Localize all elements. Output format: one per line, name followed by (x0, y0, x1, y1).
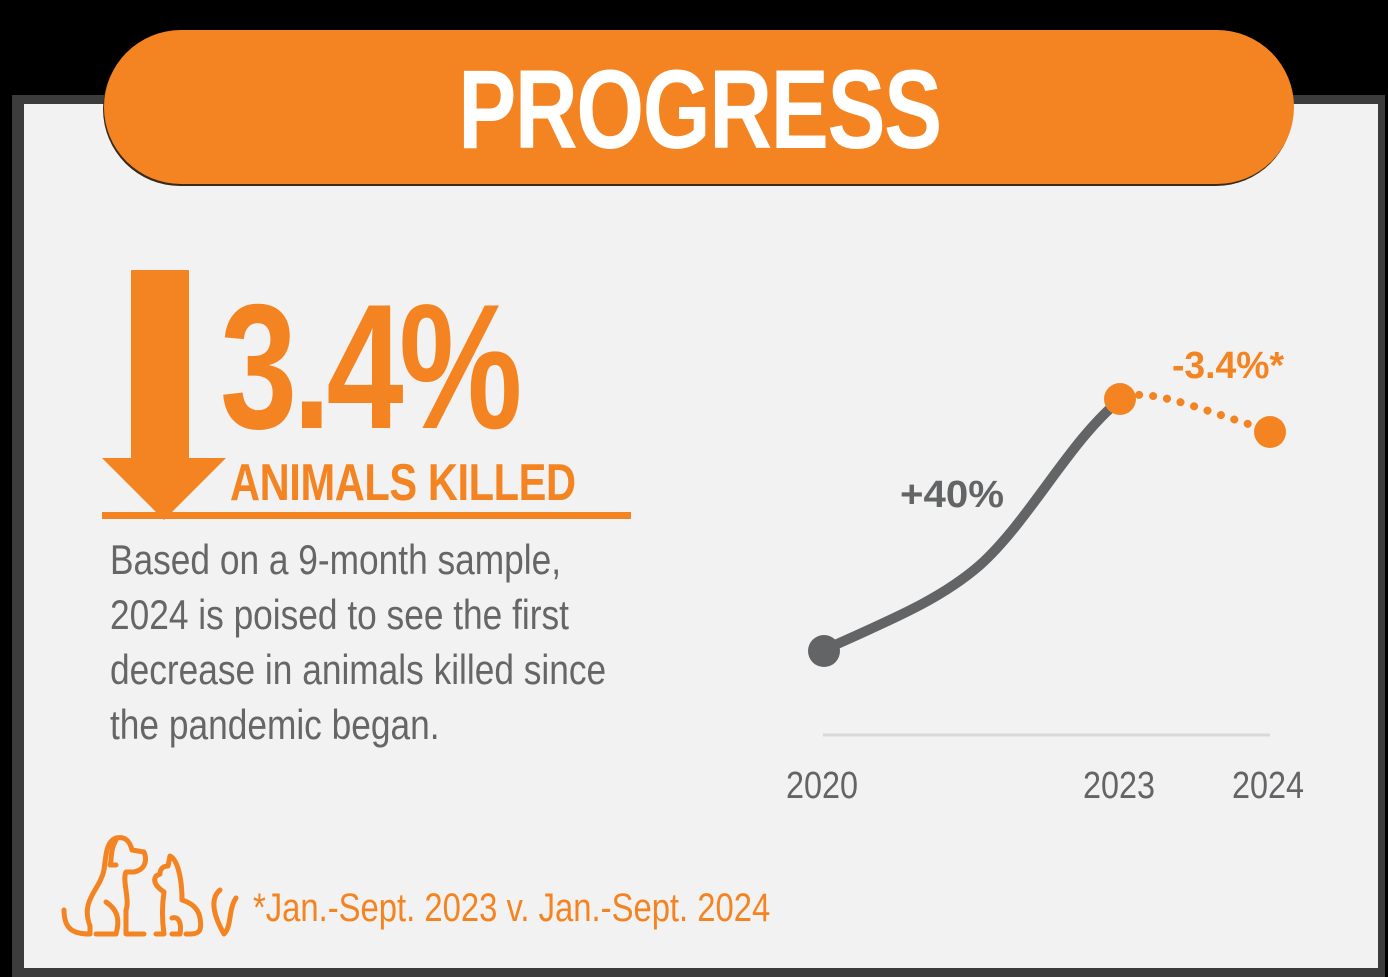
headline-description: Based on a 9-month sample, 2024 is poise… (110, 536, 607, 748)
point-2024 (1254, 416, 1286, 448)
footnote-text: *Jan.-Sept. 2023 v. Jan.-Sept. 2024 (253, 886, 771, 930)
x-label-2023: 2023 (1083, 765, 1155, 807)
dog-and-cat-icon (61, 835, 239, 937)
annotation-decrease: -3.4%* (1172, 345, 1284, 387)
x-label-2024: 2024 (1232, 765, 1304, 807)
annotation-increase: +40% (900, 474, 1004, 516)
x-label-2020: 2020 (786, 765, 858, 807)
page-title: PROGRESS (457, 47, 942, 172)
point-2023 (1104, 383, 1136, 415)
point-2020 (808, 635, 840, 667)
headline-underline (102, 512, 631, 519)
solid-trend-line (821, 396, 1124, 655)
trend-chart: +40% -3.4%* 2020 2023 2024 (786, 345, 1304, 807)
content-panel (24, 104, 1378, 968)
down-arrow-icon (102, 270, 226, 520)
headline-percent: 3.4% (220, 267, 522, 466)
headline-label: ANIMALS KILLED (230, 454, 576, 512)
title-banner: PROGRESS (104, 30, 1294, 184)
dotted-trend-line (1121, 390, 1272, 434)
